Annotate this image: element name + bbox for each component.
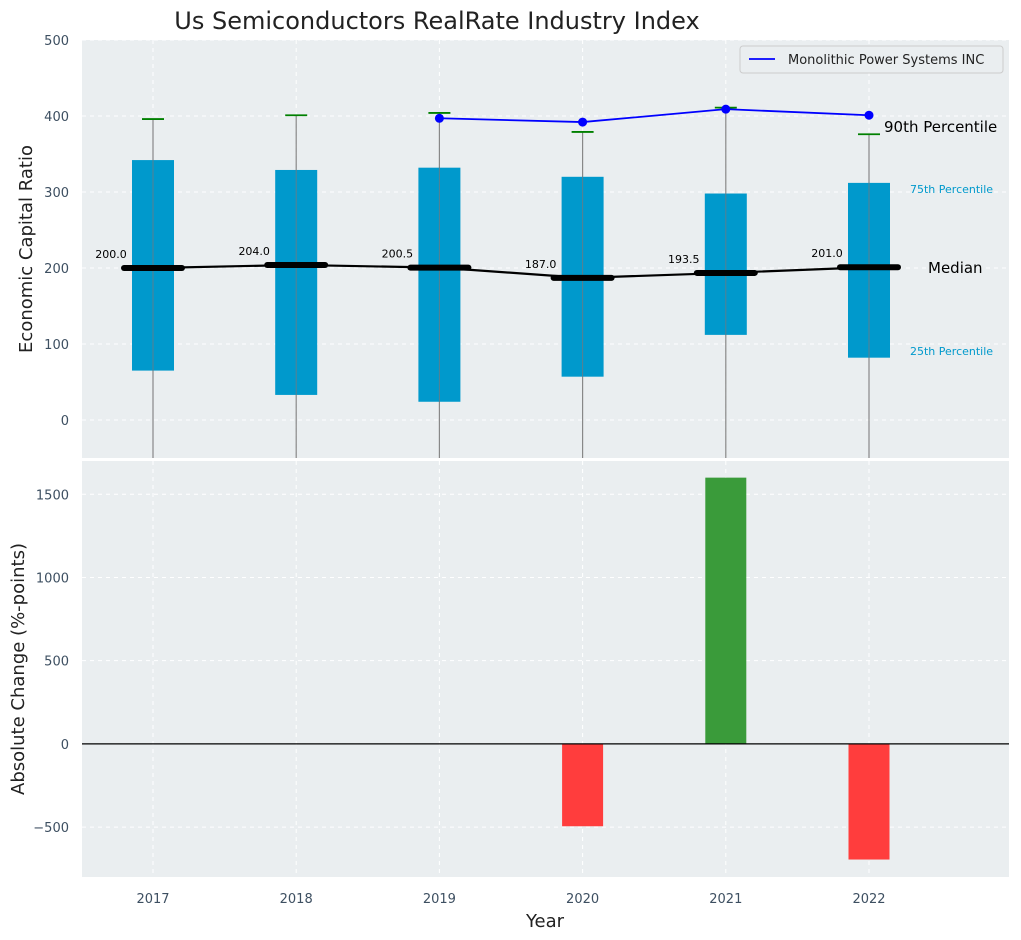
company-point [434, 113, 444, 123]
x-tick-label: 2018 [280, 892, 313, 907]
x-tick-label: 2017 [136, 892, 169, 907]
legend: Monolithic Power Systems INC [739, 45, 1004, 74]
top-y-tick-label: 0 [61, 414, 69, 429]
change-bar [562, 743, 604, 827]
bottom-y-axis-label: Absolute Change (%-points) [8, 543, 29, 795]
bottom-y-tick-label: 500 [44, 655, 69, 670]
median-data-label: 200.5 [382, 248, 414, 261]
bottom-y-tick-label: 1500 [36, 488, 69, 503]
top-panel: 0 100 200 300 400 500 200.0 204.0 200.5 187.0 193… [16, 34, 1009, 458]
x-axis-label: Year [525, 911, 565, 932]
x-tick-label: 2022 [852, 892, 885, 907]
top-y-tick-label: 100 [44, 338, 69, 353]
top-y-tick-label: 300 [44, 186, 69, 201]
x-tick-label: 2020 [566, 892, 599, 907]
median-data-label: 201.0 [811, 247, 843, 260]
top-y-tick-label: 400 [44, 110, 69, 125]
median-data-label: 204.0 [238, 245, 270, 258]
annotation-p75: 75th Percentile [910, 183, 993, 196]
bottom-y-tick-label: 1000 [36, 571, 69, 586]
legend-box [739, 45, 1004, 74]
annotation-p90: 90th Percentile [884, 118, 997, 136]
median-data-label: 187.0 [525, 258, 557, 271]
annotation-p25: 25th Percentile [910, 345, 993, 358]
company-point [864, 110, 874, 120]
bottom-y-tick-label: −500 [33, 821, 69, 836]
x-tick-label: 2019 [423, 892, 456, 907]
legend-label-company: Monolithic Power Systems INC [788, 53, 984, 68]
bottom-y-tick-label: 0 [61, 738, 69, 753]
top-y-tick-label: 200 [44, 262, 69, 277]
company-point [721, 104, 731, 114]
change-bar [705, 477, 747, 744]
median-data-label: 200.0 [95, 248, 127, 261]
annotation-median: Median [928, 259, 983, 277]
company-point [578, 117, 588, 127]
bottom-panel: −500 0 500 1000 1500 2017 2018 2019 2020 2021 202… [8, 461, 1009, 932]
chart-title: Us Semiconductors RealRate Industry Inde… [174, 7, 699, 35]
top-y-tick-label: 500 [44, 34, 69, 49]
x-tick-label: 2021 [709, 892, 742, 907]
company-series-line [439, 108, 870, 123]
median-data-label: 193.5 [668, 253, 700, 266]
change-bar [848, 743, 890, 860]
top-y-axis-label: Economic Capital Ratio [16, 145, 37, 353]
